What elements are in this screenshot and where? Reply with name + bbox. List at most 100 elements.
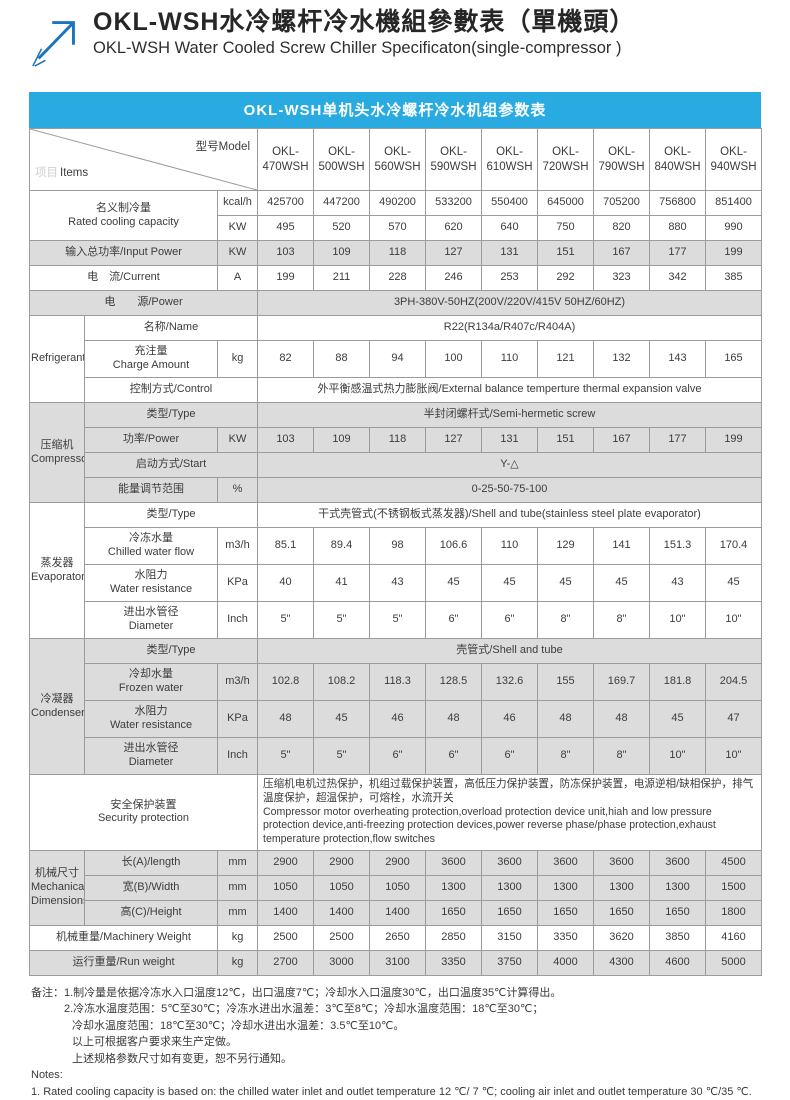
row-label: 充注量 Charge Amount: [84, 340, 218, 378]
row-input-power: 输入总功率/Input Power KW 103 109 118 127 131 151 167…: [29, 240, 762, 266]
note-line-2: 冷却水温度范围：18℃至30℃；冷却水进出水温差：3.5℃至10℃。: [72, 1019, 405, 1032]
unit-cell: %: [217, 477, 258, 503]
model-header-1: OKL- 500WSH: [313, 128, 370, 191]
value-cell-8: 385: [705, 265, 762, 291]
row-power-source: 电 源/Power 3PH-380V-50HZ(200V/220V/415V 50…: [29, 290, 762, 316]
value-cell-7: 342: [649, 265, 706, 291]
note-line-4: 上述规格参数尺寸如有变更，恕不另行通知。: [72, 1052, 292, 1065]
value-cell-4: 3600: [481, 849, 538, 876]
unit-cell: kcal/h: [217, 190, 258, 216]
row-compressor-type: 压缩机 Compressor类型/Type半封闭螺杆式/Semi-hermeti…: [29, 402, 762, 503]
value-cell-1: 211: [313, 265, 370, 291]
value-cell-4: 110: [481, 340, 538, 378]
row-label: 高(C)/Height: [84, 899, 218, 926]
value-cell-7: 181.8: [649, 663, 706, 701]
value-cell-5: 3350: [537, 924, 594, 951]
merged-value-cell: 外平衡感温式热力膨胀阀/External balance temperture …: [257, 377, 762, 403]
row-compressor-range: 能量调节范围% 0-25-50-75-100: [30, 477, 762, 503]
value-cell-6: 8": [593, 601, 650, 639]
value-cell-6: 167: [593, 240, 650, 266]
row-cooling-kcal: 名义制冷量 Rated cooling capacity kcal/h 425700…: [29, 190, 762, 241]
value-cell-6: 820: [593, 215, 650, 241]
row-label: 安全保护装置 Security protection: [29, 774, 258, 851]
value-cell-6: 132: [593, 340, 650, 378]
value-cell-1: 5": [313, 601, 370, 639]
value-cell-0: 85.1: [257, 527, 314, 565]
value-cell-8: 170.4: [705, 527, 762, 565]
row-label: 进出水管径 Diameter: [84, 601, 218, 639]
note-line-1: 2.冷冻水温度范围：5℃至30℃；冷冻水进出水温差：3℃至8℃；冷却水温度范围：…: [64, 1003, 544, 1016]
value-cell-3: 127: [425, 240, 482, 266]
row-label: 宽(B)/Width: [84, 874, 218, 901]
value-cell-5: 4000: [537, 949, 594, 976]
row-condenser-resistance: 水阻力 Water resistance KPa 48 45 46 48 46 48 48 45 4…: [30, 700, 762, 738]
row-label: 水阻力 Water resistance: [84, 564, 218, 602]
value-cell-8: 165: [705, 340, 762, 378]
value-cell-0: 5": [257, 601, 314, 639]
value-cell-8: 45: [705, 564, 762, 602]
value-cell-4: 550400: [481, 190, 538, 216]
value-cell-3: 45: [425, 564, 482, 602]
value-cell-2: 6": [369, 737, 426, 775]
value-cell-0: 425700: [257, 190, 314, 216]
value-cell-7: 143: [649, 340, 706, 378]
value-cell-0: 1400: [257, 899, 314, 926]
unit-cell: kg: [217, 340, 258, 378]
value-cell-0: 1050: [257, 874, 314, 901]
model-header-6: OKL- 790WSH: [593, 128, 650, 191]
note-line-6: 1. Rated cooling capacity is based on: t…: [31, 1085, 752, 1098]
merged-value-cell: 半封闭螺杆式/Semi-hermetic screw: [257, 402, 762, 428]
value-cell-0: 5": [257, 737, 314, 775]
value-cell-2: 94: [369, 340, 426, 378]
row-condenser-type: 冷凝器 Condenser 类型/Type 壳管式/Shell and tube: [29, 638, 762, 775]
value-cell-3: 3600: [425, 849, 482, 876]
unit-cell: A: [217, 265, 258, 291]
value-cell-7: 177: [649, 240, 706, 266]
value-cell-7: 10": [649, 601, 706, 639]
value-cell-7: 756800: [649, 190, 706, 216]
row-label: 输入总功率/Input Power: [29, 240, 218, 266]
unit-cell: mm: [217, 849, 258, 876]
model-header-5: OKL- 720WSH: [537, 128, 594, 191]
value-cell-7: 4600: [649, 949, 706, 976]
value-cell-4: 1650: [481, 899, 538, 926]
unit-cell: KPa: [217, 700, 258, 738]
row-dimension-width: 宽(B)/Width mm 1050 1050 1050 1300 1300 1300 1300…: [30, 874, 762, 901]
model-header-8: OKL- 940WSH: [705, 128, 762, 191]
value-cell-8: 1500: [705, 874, 762, 901]
model-header-3: OKL- 590WSH: [425, 128, 482, 191]
value-cell-0: 2700: [257, 949, 314, 976]
value-cell-1: 3000: [313, 949, 370, 976]
model-label: 型号Model: [195, 141, 250, 153]
spec-table: 项目 Items 型号Model OKL- 470WSH OKL- 500WSH OK…: [29, 128, 762, 976]
value-cell-1: 109: [313, 240, 370, 266]
value-cell-8: 199: [705, 427, 762, 453]
value-cell-7: 177: [649, 427, 706, 453]
value-cell-3: 127: [425, 427, 482, 453]
value-cell-3: 100: [425, 340, 482, 378]
unit-cell: kg: [217, 949, 258, 976]
value-cell-8: 1800: [705, 899, 762, 926]
value-cell-8: 47: [705, 700, 762, 738]
items-label: 项目 Items: [35, 166, 88, 180]
row-dimension-length: 机械尺寸 Mechanical Dimensions 长(A)/length mm 2…: [29, 849, 762, 926]
row-refrigerant-control: 控制方式/Control 外平衡感温式热力膨胀阀/External balance…: [30, 377, 762, 403]
value-cell-5: 151: [537, 240, 594, 266]
merged-value-cell: 0-25-50-75-100: [257, 477, 762, 503]
group-label: 冷凝器 Condenser: [29, 638, 85, 775]
banner-title: OKL-WSH单机头水冷螺杆冷水机组参数表: [243, 102, 547, 119]
value-cell-4: 132.6: [481, 663, 538, 701]
value-cell-3: 620: [425, 215, 482, 241]
value-cell-2: 2650: [369, 924, 426, 951]
value-cell-1: 1050: [313, 874, 370, 901]
value-cell-3: 2850: [425, 924, 482, 951]
value-cell-2: 2900: [369, 849, 426, 876]
group-label: 机械尺寸 Mechanical Dimensions: [29, 849, 85, 926]
row-label: 名称/Name: [84, 315, 258, 341]
value-cell-0: 40: [257, 564, 314, 602]
value-cell-4: 131: [481, 240, 538, 266]
arrow-strokes: [32, 21, 75, 67]
unit-cell: Inch: [217, 737, 258, 775]
value-cell-0: 103: [257, 240, 314, 266]
note-line-3: 以上可根据客户要求来生产定做。: [72, 1036, 237, 1049]
